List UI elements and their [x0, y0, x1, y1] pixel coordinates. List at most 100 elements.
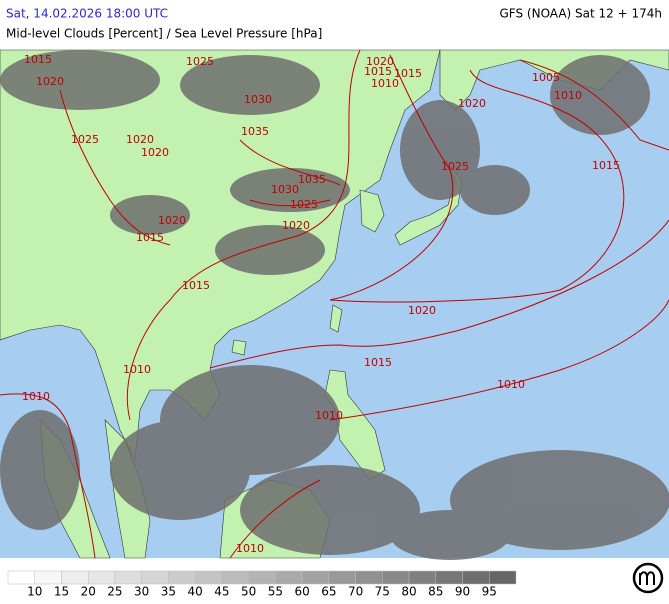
cloud	[400, 100, 480, 200]
legend-tick-label: 10	[27, 585, 42, 599]
cloud	[180, 55, 320, 115]
legend-tick-label: 35	[161, 585, 176, 599]
isobar-label: 1030	[244, 93, 272, 106]
japan	[394, 159, 463, 246]
legend-swatch	[61, 570, 89, 585]
legend-tick-label: 75	[375, 585, 390, 599]
isobar-label: 1010	[497, 378, 525, 391]
cloud	[390, 510, 510, 560]
isobar-label: 1015	[136, 231, 164, 244]
isobar	[209, 219, 669, 369]
cloud	[215, 225, 325, 275]
legend-swatch	[408, 570, 437, 585]
cloud	[550, 55, 650, 135]
isobar-label: 1020	[158, 214, 186, 227]
product-title: Mid-level Clouds [Percent] / Sea Level P…	[6, 27, 322, 41]
model-run: GFS (NOAA) Sat 12 + 174h	[499, 7, 662, 21]
cloud	[110, 420, 250, 520]
cloud	[0, 50, 160, 110]
legend-tick-label: 25	[107, 585, 122, 599]
legend-tick-label: 85	[428, 585, 443, 599]
isobar	[59, 89, 171, 246]
legend-tick-label: 50	[241, 585, 256, 599]
isobar-label: 1005	[532, 71, 560, 84]
isobar-label: 1010	[554, 89, 582, 102]
legend-tick-label: 15	[54, 585, 69, 599]
legend-swatch	[355, 570, 383, 585]
isobar-label: 1010	[236, 542, 264, 555]
isobar-label: 1010	[371, 77, 399, 90]
isobar-label: 1025	[186, 55, 214, 68]
legend-swatch	[141, 570, 169, 585]
isobar-label: 1015	[182, 279, 210, 292]
isobar-label: 1025	[71, 133, 99, 146]
legend-swatch	[34, 570, 62, 585]
legend-swatch	[435, 570, 463, 585]
isobar	[239, 139, 341, 207]
isobar-label: 1015	[364, 356, 392, 369]
legend-tick-label: 45	[214, 585, 229, 599]
cloud	[230, 168, 350, 212]
legend-tick-label: 55	[268, 585, 283, 599]
isobar-label: 1020	[282, 219, 310, 232]
isobars	[0, 49, 669, 559]
legend-tick-label: 40	[188, 585, 203, 599]
clouds	[0, 50, 669, 560]
isobar-label: 1025	[441, 160, 469, 173]
legend-swatch	[7, 570, 35, 585]
legend-swatch	[275, 570, 303, 585]
hainan	[231, 339, 247, 356]
cloud	[0, 410, 80, 530]
legend-swatch	[221, 570, 249, 585]
legend-tick-label: 65	[321, 585, 336, 599]
logo	[632, 562, 664, 594]
cloud	[110, 195, 190, 235]
cloud	[240, 465, 420, 555]
isobar	[329, 54, 625, 303]
legend-swatch	[328, 570, 356, 585]
isobar-label: 1015	[24, 53, 52, 66]
legend-tick-label: 80	[401, 585, 416, 599]
isobar	[519, 59, 669, 151]
legend-swatch	[382, 570, 410, 585]
isobar-label: 1010	[22, 390, 50, 403]
isobar-label: 1020	[36, 75, 64, 88]
isobar	[329, 299, 669, 421]
isobar-label: 1025	[290, 198, 318, 211]
cloud	[460, 165, 530, 215]
isobar-label: 1035	[298, 173, 326, 186]
isobar	[0, 393, 96, 559]
legend-swatch	[462, 570, 490, 585]
isobar-label: 1020	[141, 146, 169, 159]
legend-tick-label: 60	[294, 585, 309, 599]
legend-swatch	[168, 570, 196, 585]
legend-swatch	[114, 570, 142, 585]
isobar	[126, 49, 361, 421]
legend-swatch	[87, 570, 116, 585]
legend-tick-label: 20	[81, 585, 96, 599]
legend-tick-label: 95	[482, 585, 497, 599]
isobar-label: 1035	[241, 125, 269, 138]
isobar-label: 1010	[315, 409, 343, 422]
logo-mark	[639, 571, 655, 585]
isobar-label: 1020	[366, 55, 394, 68]
korea	[359, 189, 385, 233]
taiwan	[329, 304, 343, 333]
isobar-label: 1020	[408, 304, 436, 317]
legend-swatch	[301, 570, 330, 585]
legend: 10 15 20 25 30 35 40 45 50 55 60 65 70 75 80 85 90 95	[7, 570, 517, 599]
legend-swatch	[194, 570, 223, 585]
isobar-label: 1015	[394, 67, 422, 80]
legend-swatch	[489, 570, 517, 585]
isobar-label: 1010	[123, 363, 151, 376]
datetime: Sat, 14.02.2026 18:00 UTC	[6, 7, 168, 21]
isobar-label: 1015	[592, 159, 620, 172]
isobar-label: 1020	[458, 97, 486, 110]
isobar-label: 1015	[364, 65, 392, 78]
legend-tick-label: 30	[134, 585, 149, 599]
legend-tick-label: 70	[348, 585, 363, 599]
isobar-label: 1020	[126, 133, 154, 146]
